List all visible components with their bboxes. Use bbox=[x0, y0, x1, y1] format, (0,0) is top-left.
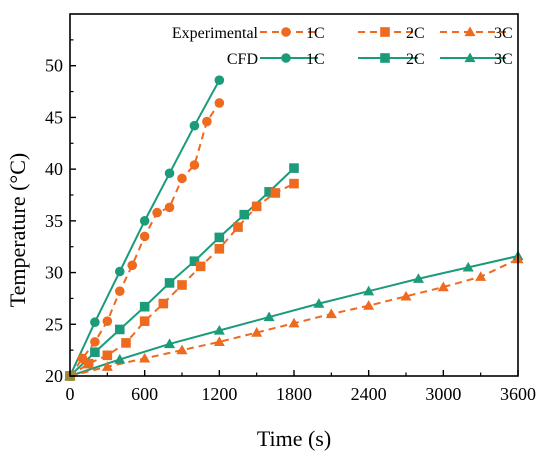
data-point-experimental-1c bbox=[90, 337, 100, 347]
x-tick-label: 3600 bbox=[500, 384, 536, 404]
data-point-experimental-3c bbox=[400, 290, 412, 301]
data-point-cfd-1c bbox=[90, 317, 100, 328]
x-tick-label: 1800 bbox=[276, 384, 312, 404]
x-tick-label: 600 bbox=[131, 384, 158, 404]
legend-marker-cfd-3c bbox=[464, 52, 476, 63]
data-point-cfd-1c bbox=[189, 120, 200, 131]
data-point-cfd-2c bbox=[114, 324, 125, 335]
data-point-experimental-1c bbox=[214, 98, 225, 108]
data-point-cfd-3c bbox=[412, 273, 424, 283]
data-point-cfd-2c bbox=[214, 232, 225, 243]
data-point-experimental-2c bbox=[139, 316, 150, 326]
data-point-experimental-3c bbox=[437, 281, 449, 292]
data-point-experimental-2c bbox=[121, 338, 131, 348]
data-point-cfd-2c bbox=[189, 256, 200, 266]
data-point-cfd-2c bbox=[90, 347, 100, 358]
y-tick-label: 30 bbox=[45, 263, 63, 283]
legend-rate-label: 1C bbox=[306, 51, 325, 68]
series-line-experimental-3c bbox=[69, 258, 519, 377]
data-point-cfd-2c bbox=[164, 278, 175, 288]
data-point-cfd-2c bbox=[264, 187, 274, 197]
data-point-cfd-3c bbox=[462, 261, 474, 272]
series-line-cfd-3c bbox=[69, 255, 519, 377]
data-point-experimental-2c bbox=[251, 201, 262, 212]
legend-group-label: Experimental bbox=[172, 25, 259, 42]
data-point-cfd-2c bbox=[289, 163, 299, 173]
data-point-experimental-1c bbox=[114, 286, 125, 296]
data-point-experimental-3c bbox=[363, 300, 375, 310]
legend-rate-label: 3C bbox=[494, 25, 513, 42]
x-axis-title: Time (s) bbox=[257, 426, 331, 451]
data-point-cfd-1c bbox=[164, 168, 175, 179]
data-point-experimental-2c bbox=[177, 280, 187, 290]
x-tick-label: 1200 bbox=[201, 384, 237, 404]
data-point-experimental-1c bbox=[102, 316, 113, 326]
data-point-cfd-1c bbox=[114, 266, 125, 277]
data-point-experimental-2c bbox=[102, 350, 113, 361]
data-point-experimental-1c bbox=[152, 207, 162, 218]
data-point-experimental-2c bbox=[83, 358, 94, 369]
data-point-experimental-3c bbox=[176, 344, 188, 355]
y-tick-label: 50 bbox=[45, 56, 63, 76]
data-point-experimental-2c bbox=[289, 178, 299, 189]
y-tick-label: 45 bbox=[45, 107, 63, 127]
data-point-cfd-3c bbox=[363, 285, 375, 296]
y-tick-label: 35 bbox=[45, 211, 63, 231]
legend-marker-experimental-1c bbox=[281, 27, 291, 37]
data-point-experimental-2c bbox=[233, 222, 243, 232]
data-point-cfd-2c bbox=[239, 209, 250, 220]
y-tick-label: 40 bbox=[45, 159, 63, 179]
data-point-experimental-1c bbox=[139, 231, 150, 242]
data-point-cfd-1c bbox=[214, 75, 225, 85]
legend-rate-label: 2C bbox=[406, 51, 425, 68]
data-point-experimental-1c bbox=[177, 173, 187, 184]
data-point-experimental-3c bbox=[213, 336, 225, 347]
legend-rate-label: 2C bbox=[406, 25, 425, 42]
data-point-cfd-3c bbox=[164, 338, 176, 349]
data-point-cfd-3c bbox=[213, 324, 225, 335]
axes-layer: 0 600 1200 1800 2400 3000 3600 20 25 30 35 40 45 50 bbox=[45, 13, 536, 404]
data-point-cfd-3c bbox=[263, 311, 275, 322]
y-tick-label: 20 bbox=[45, 366, 63, 386]
data-point-cfd-2c bbox=[139, 301, 150, 312]
y-tick-label: 25 bbox=[45, 314, 63, 334]
data-point-experimental-1c bbox=[202, 116, 212, 127]
legend-marker-cfd-1c bbox=[281, 53, 291, 63]
data-point-experimental-3c bbox=[475, 271, 487, 281]
data-point-experimental-2c bbox=[158, 298, 169, 309]
data-point-experimental-1c bbox=[164, 202, 175, 213]
data-point-experimental-3c bbox=[101, 361, 113, 371]
data-point-experimental-2c bbox=[195, 261, 206, 272]
data-point-experimental-1c bbox=[127, 260, 138, 271]
data-point-experimental-1c bbox=[189, 160, 200, 170]
x-tick-label: 2400 bbox=[351, 384, 387, 404]
legend: Experimental 1C 2C 3C CFD 1C 2C 3C bbox=[172, 25, 513, 68]
data-point-experimental-3c bbox=[139, 352, 151, 363]
data-point-experimental-2c bbox=[270, 188, 281, 198]
data-point-experimental-3c bbox=[325, 308, 337, 319]
x-tick-label: 3000 bbox=[425, 384, 461, 404]
x-tick-label: 0 bbox=[66, 384, 75, 404]
legend-rate-label: 1C bbox=[306, 25, 325, 42]
legend-marker-experimental-3c bbox=[464, 26, 476, 37]
legend-group-label: CFD bbox=[227, 51, 258, 68]
legend-marker-cfd-2c bbox=[380, 53, 390, 63]
data-point-experimental-2c bbox=[214, 243, 225, 254]
data-point-cfd-3c bbox=[114, 353, 126, 364]
data-point-experimental-3c bbox=[288, 317, 300, 328]
data-point-cfd-1c bbox=[139, 216, 150, 226]
data-point-experimental-3c bbox=[251, 327, 263, 337]
legend-marker-experimental-2c bbox=[380, 27, 390, 37]
series-layer bbox=[64, 75, 524, 381]
data-point-cfd-3c bbox=[313, 298, 325, 308]
legend-rate-label: 3C bbox=[494, 51, 513, 68]
y-axis-title: Temperature (°C) bbox=[5, 153, 30, 307]
